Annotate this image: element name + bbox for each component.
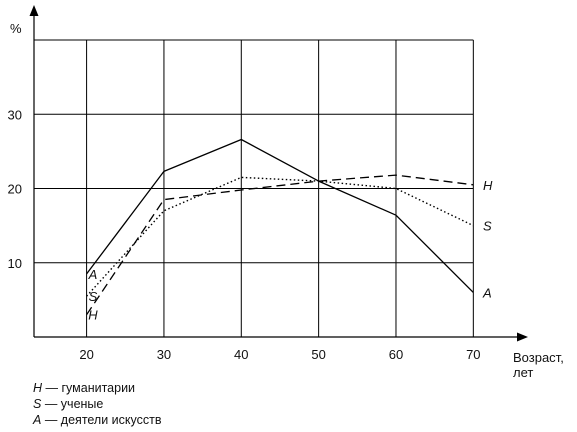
x-axis-label: Возраст, лет bbox=[513, 350, 564, 380]
x-axis-label-line: лет bbox=[513, 365, 533, 380]
x-axis-arrow bbox=[517, 332, 528, 342]
series-line-s bbox=[86, 176, 474, 297]
series-line-h bbox=[86, 174, 474, 316]
x-tick-label: 40 bbox=[234, 347, 248, 362]
x-tick-label: 30 bbox=[157, 347, 171, 362]
x-tick-label: 70 bbox=[466, 347, 480, 362]
series-start-label-s: S bbox=[89, 289, 98, 304]
y-tick-label: 20 bbox=[8, 182, 22, 197]
x-tick-label: 60 bbox=[389, 347, 403, 362]
y-tick-label: 30 bbox=[8, 107, 22, 122]
series-line-a bbox=[86, 138, 474, 293]
series-start-label-a: A bbox=[88, 267, 98, 282]
legend-key: S bbox=[33, 397, 42, 411]
series-end-label-a: A bbox=[482, 285, 492, 300]
y-axis-label: % bbox=[10, 21, 22, 36]
legend-item-s: S — ученые bbox=[33, 396, 162, 412]
series-end-label-s: S bbox=[483, 219, 492, 234]
x-tick-label: 20 bbox=[79, 347, 93, 362]
legend-key: H bbox=[33, 381, 43, 395]
x-tick-label: 50 bbox=[311, 347, 325, 362]
legend-text: — деятели искусств bbox=[44, 413, 162, 427]
legend-text: — гуманитарии bbox=[45, 381, 136, 395]
legend-item-a: A — деятели искусств bbox=[33, 412, 162, 428]
legend-item-h: H — гуманитарии bbox=[33, 380, 162, 396]
legend: H — гуманитарии S — ученые A — деятели и… bbox=[33, 380, 162, 428]
series-start-label-h: H bbox=[88, 308, 98, 323]
y-axis-arrow bbox=[29, 5, 39, 16]
series-end-label-h: H bbox=[483, 178, 493, 193]
x-axis-label-line: Возраст, bbox=[513, 350, 564, 365]
y-tick-label: 10 bbox=[8, 256, 22, 271]
legend-key: A bbox=[33, 413, 42, 427]
legend-text: — ученые bbox=[44, 397, 104, 411]
